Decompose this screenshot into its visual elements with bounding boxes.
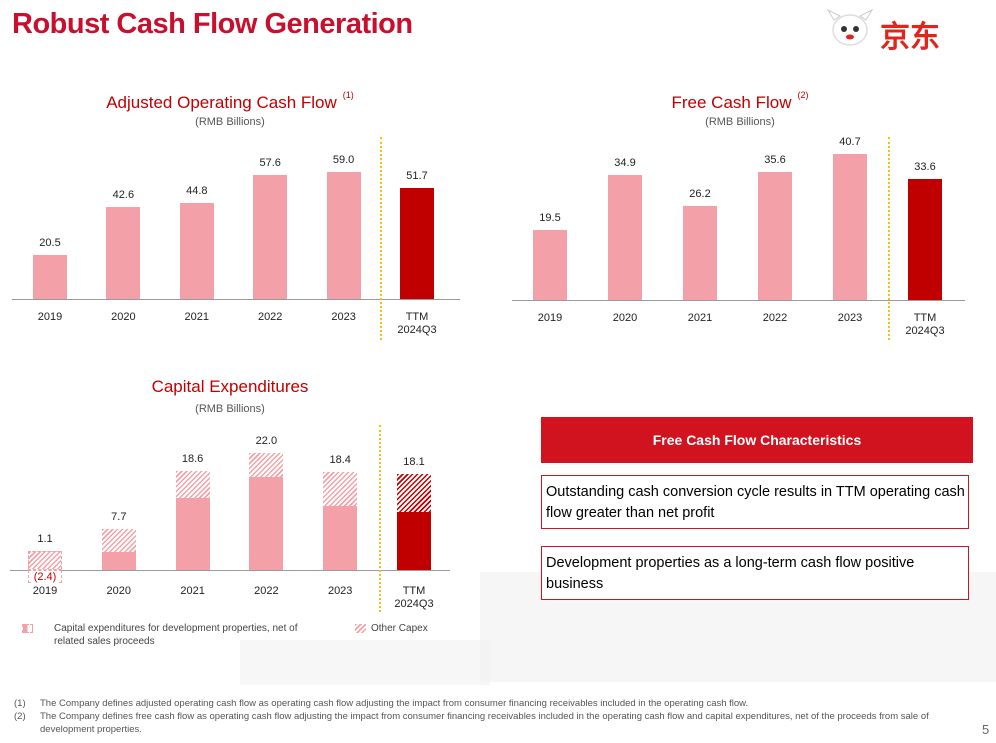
total-label: 1.1 [37, 533, 53, 546]
bar-segment [323, 505, 358, 570]
x-tick-label: 2023 [331, 311, 356, 323]
total-label: 18.1 [403, 455, 425, 468]
segment-label: (2.4) [31, 571, 59, 583]
chart-title-text: Free Cash Flow [671, 93, 792, 112]
bar-segment [101, 551, 136, 570]
x-tick-label: 2022 [762, 312, 788, 324]
chart-title-text: Capital Expenditures [151, 377, 309, 396]
chart-title: Capital Expenditures [152, 377, 309, 397]
legend-swatch [22, 624, 33, 633]
x-tick-label: 2022 [254, 585, 279, 597]
value-label: 44.8 [186, 184, 208, 197]
x-tick-label: TTM 2024Q3 [397, 311, 437, 336]
value-label: 20.5 [39, 236, 61, 249]
x-tick-label: TTM 2024Q3 [394, 585, 434, 610]
x-tick-label: 2023 [327, 585, 353, 597]
footnote-marker: (2) [14, 711, 26, 722]
characteristics-header: Free Cash Flow Characteristics [541, 417, 973, 463]
chart-title: Free Cash Flow (2) [672, 90, 809, 113]
chart-title: Adjusted Operating Cash Flow (1) [106, 90, 354, 113]
bar [608, 174, 642, 300]
bar-segment [323, 472, 358, 506]
bar-segment [28, 551, 62, 570]
bar-segment [397, 473, 431, 513]
separator [380, 137, 382, 340]
bar [33, 254, 67, 299]
value-label: 42.6 [112, 189, 135, 202]
value-label: 33.6 [914, 161, 936, 174]
legend-swatch [355, 624, 366, 633]
characteristic-item: Development properties as a long-term ca… [541, 546, 969, 600]
value-label: 19.5 [539, 212, 561, 225]
bar-segment [175, 497, 210, 570]
chart-subtitle: (RMB Billions) [705, 116, 775, 128]
bar-segment [249, 476, 284, 570]
footnote-marker: (1) [14, 698, 26, 709]
total-label: 7.7 [111, 511, 127, 524]
bar [326, 172, 361, 299]
value-label: 40.7 [839, 136, 861, 148]
bar [758, 172, 792, 300]
separator [379, 425, 381, 612]
footnote-text: The Company defines free cash flow as op… [40, 711, 929, 735]
x-tick-label: 2019 [32, 585, 58, 597]
value-label: 26.2 [689, 188, 711, 200]
x-tick-label: 2021 [184, 311, 210, 323]
x-tick-label: 2019 [37, 311, 63, 323]
bar-segment [249, 453, 284, 477]
bar [833, 154, 867, 300]
bar [683, 206, 717, 300]
total-label: 22.0 [255, 435, 278, 447]
bar [400, 187, 434, 299]
value-label: 34.9 [614, 156, 636, 169]
value-label: 51.7 [406, 169, 428, 182]
x-tick-label: 2021 [687, 312, 713, 324]
value-label: 57.6 [259, 157, 281, 169]
slide-title: Robust Cash Flow Generation [12, 8, 413, 40]
x-tick-label: 2023 [837, 312, 863, 324]
bar [253, 175, 288, 299]
footnote-text: The Company defines adjusted operating c… [40, 698, 749, 709]
separator [888, 137, 890, 340]
characteristic-item: Outstanding cash conversion cycle result… [541, 475, 969, 529]
value-label: 59.0 [332, 154, 355, 166]
chart-subtitle: (RMB Billions) [195, 403, 265, 415]
chart-title-note: (2) [797, 90, 809, 100]
bar-segment [101, 529, 136, 552]
legend-label: Other Capex [371, 623, 428, 634]
x-tick-label: 2020 [612, 312, 638, 324]
logo-mascot [826, 8, 874, 46]
value-label: 35.6 [764, 154, 786, 167]
x-tick-label: 2021 [180, 585, 205, 597]
x-tick-label: TTM 2024Q3 [905, 312, 945, 337]
chart-title-note: (1) [342, 90, 354, 100]
x-tick-label: 2019 [537, 312, 563, 324]
x-tick-label: 2020 [106, 585, 132, 597]
bar-segment [397, 512, 431, 570]
total-label: 18.6 [181, 453, 204, 466]
baseline [10, 570, 450, 571]
baseline [512, 300, 965, 301]
page-number: 5 [982, 722, 990, 737]
bar [106, 207, 141, 299]
baseline [12, 299, 460, 300]
bar [908, 179, 942, 300]
total-label: 18.4 [329, 454, 351, 467]
bar-segment [175, 471, 210, 498]
chart-title-text: Adjusted Operating Cash Flow [106, 93, 337, 112]
bar [533, 230, 567, 300]
x-tick-label: 2022 [257, 311, 283, 323]
bar [179, 202, 214, 299]
logo-text: 京东 [880, 21, 940, 54]
chart-subtitle: (RMB Billions) [195, 116, 265, 128]
x-tick-label: 2020 [111, 311, 136, 323]
background-decoration [240, 640, 490, 685]
legend-label: Capital expenditures for development pro… [54, 623, 298, 647]
